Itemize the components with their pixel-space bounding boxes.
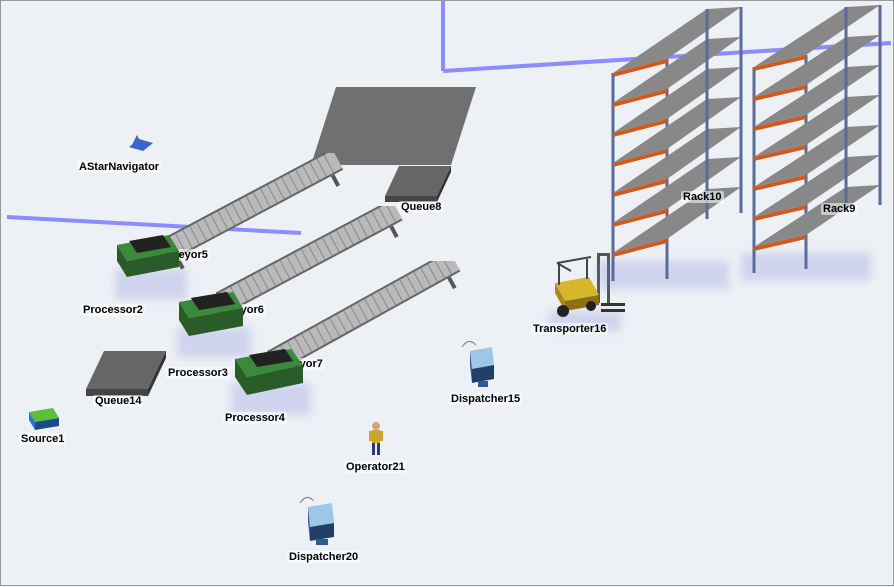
processor-3-label: Processor3 [166, 367, 230, 379]
processor-3[interactable] [171, 290, 249, 342]
processor-4[interactable] [227, 347, 309, 402]
dispatcher-15-label: Dispatcher15 [449, 393, 522, 405]
operator-21-label: Operator21 [344, 461, 407, 473]
astar-navigator[interactable] [127, 135, 157, 157]
dispatcher-15[interactable] [460, 337, 500, 391]
astar-label: AStarNavigator [77, 161, 161, 173]
processor-2[interactable] [109, 233, 184, 283]
dispatcher-20[interactable] [298, 493, 342, 551]
operator-21[interactable] [366, 421, 386, 461]
queue-14-label: Queue14 [93, 395, 143, 407]
source-1-label: Source1 [19, 433, 66, 445]
transporter-16-label: Transporter16 [531, 323, 608, 335]
rack-10-label: Rack10 [681, 191, 724, 203]
dispatcher-20-label: Dispatcher20 [287, 551, 360, 563]
processor-2-label: Processor2 [81, 304, 145, 316]
source-1[interactable] [23, 406, 63, 434]
processor-4-label: Processor4 [223, 412, 287, 424]
rack-9[interactable] [736, 1, 894, 286]
rack-9-label: Rack9 [821, 203, 857, 215]
